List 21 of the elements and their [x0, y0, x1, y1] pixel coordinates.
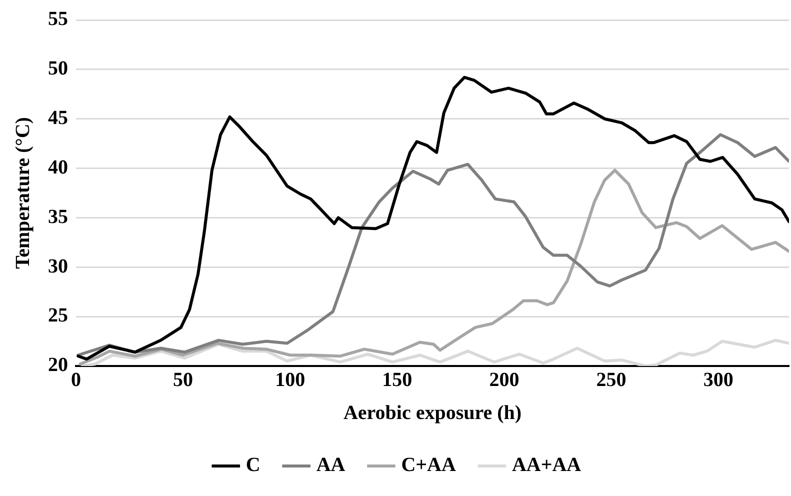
y-tick-label: 45 — [48, 107, 68, 130]
x-axis-title: Aerobic exposure (h) — [343, 402, 522, 424]
legend-label: AA — [316, 454, 346, 476]
x-tick-label: 200 — [489, 369, 520, 392]
x-tick-label: 250 — [596, 369, 626, 392]
y-tick-label: 25 — [48, 304, 68, 327]
y-tick-label: 40 — [48, 156, 68, 178]
x-tick-label: 100 — [275, 369, 306, 392]
x-tick-label: 150 — [382, 369, 412, 392]
x-tick-label: 300 — [703, 369, 734, 392]
y-tick-label: 30 — [48, 255, 68, 278]
x-tick-label: 50 — [173, 369, 194, 392]
legend-label: C+AA — [401, 454, 456, 476]
y-tick-label: 35 — [48, 206, 68, 228]
x-tick-label: 0 — [71, 369, 81, 392]
legend-label: C — [246, 454, 260, 476]
legend-label: AA+AA — [512, 454, 582, 476]
y-tick-label: 50 — [48, 58, 68, 80]
y-tick-label: 20 — [48, 354, 68, 376]
y-axis-title: Temperature (°C) — [12, 117, 34, 269]
y-tick-label: 55 — [48, 8, 68, 30]
